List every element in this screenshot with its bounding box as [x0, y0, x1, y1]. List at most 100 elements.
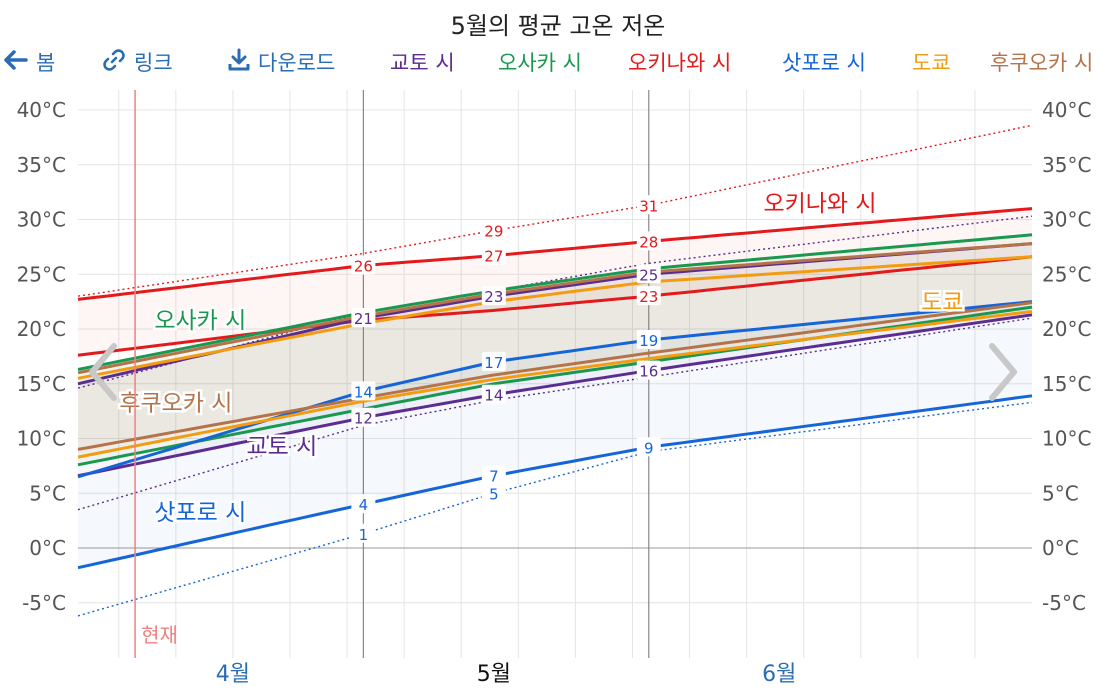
data-label: 26 [351, 255, 376, 275]
y-tick-label-left: -5°C [22, 591, 66, 615]
y-tick-label-right: 15°C [1042, 372, 1091, 396]
y-tick-label-left: 0°C [29, 536, 66, 560]
series-name-label: 삿포로 시 [154, 500, 246, 526]
data-label-bg [636, 286, 661, 306]
series-low-line [77, 310, 1033, 459]
y-tick-label-right: 25°C [1042, 262, 1091, 286]
legend-label-kyoto: 교토 시 [390, 51, 455, 75]
y-tick-label-left: 5°C [29, 481, 66, 505]
series-high-line [77, 242, 1033, 386]
x-month-label: 6월 [762, 662, 796, 687]
y-tick-label-left: 25°C [17, 262, 66, 286]
data-label-bg [351, 255, 376, 275]
data-label: 17 [481, 351, 506, 372]
data-label: 23 [481, 286, 506, 306]
data-label-bg [481, 483, 506, 503]
y-tick-label-right: 35°C [1042, 153, 1091, 177]
y-tick-label-right: 40°C [1042, 98, 1091, 122]
data-label: 25 [636, 264, 661, 284]
temperature-band [78, 243, 1032, 450]
data-label-text: 12 [354, 410, 373, 428]
x-month-label: 5월 [477, 662, 511, 687]
data-label-text: 25 [639, 266, 658, 284]
y-tick-label-left: 20°C [17, 317, 66, 341]
series-low-line [77, 255, 1033, 357]
series-high-line [77, 255, 1033, 380]
data-label-text: 23 [639, 288, 658, 306]
data-label: 9 [636, 437, 661, 457]
link-button[interactable]: 링크 [102, 46, 173, 78]
data-label-text: 5 [489, 485, 499, 503]
x-month-label: 4월 [216, 662, 250, 687]
y-tick-label-right: 5°C [1042, 481, 1079, 505]
data-label-text: 23 [484, 288, 503, 306]
data-label-bg [351, 407, 376, 427]
temperature-band [78, 208, 1032, 356]
data-label-text: 29 [484, 222, 503, 240]
prev-season-button[interactable]: 봄 [4, 46, 55, 78]
data-label: 23 [636, 286, 661, 306]
data-label-bg [636, 360, 661, 380]
series-name-label: 도쿄 [921, 290, 963, 316]
legend-kyoto[interactable]: 교토 시 [390, 46, 455, 78]
series-low-line [77, 301, 1033, 451]
series-low-line [77, 394, 1033, 570]
download-label: 다운로드 [258, 51, 336, 75]
data-label-bg [481, 465, 506, 485]
series-low-line [77, 313, 1033, 478]
prev-season-label: 봄 [36, 51, 56, 75]
series-name-label: 오사카 시 [154, 308, 246, 334]
legend-label-osaka: 오사카 시 [498, 51, 582, 75]
chart-prev-button[interactable] [84, 340, 124, 404]
data-label-text: 14 [484, 387, 503, 405]
record-line [77, 124, 1033, 297]
data-label: 1 [351, 523, 376, 544]
data-label-bg [481, 351, 506, 371]
data-label: 21 [351, 308, 376, 328]
legend-tokyo[interactable]: 도쿄 [912, 46, 951, 78]
chart-next-button[interactable] [982, 340, 1022, 404]
arrow-left-icon [4, 49, 28, 75]
data-label: 19 [636, 329, 661, 350]
data-label-bg [481, 384, 506, 404]
link-label: 링크 [134, 51, 173, 75]
data-label-bg [351, 494, 376, 514]
legend-okinawa[interactable]: 오키나와 시 [628, 46, 731, 78]
download-button[interactable]: 다운로드 [228, 46, 335, 78]
legend-fukuoka[interactable]: 후쿠오카 시 [990, 46, 1093, 78]
download-icon [228, 48, 250, 77]
legend-sapporo[interactable]: 삿포로 시 [782, 46, 866, 78]
data-label: 16 [636, 360, 661, 381]
chevron-right-icon [989, 343, 1017, 401]
chevron-left-icon [89, 343, 117, 401]
legend-osaka[interactable]: 오사카 시 [498, 46, 582, 78]
y-tick-label-left: 15°C [17, 372, 66, 396]
y-tick-label-right: 20°C [1042, 317, 1091, 341]
y-tick-label-left: 35°C [17, 153, 66, 177]
temperature-band [78, 256, 1032, 458]
toolbar: 봄 링크 다운로드 교토 시 오사카 시 오키나와 시 삿포로 시 도쿄 후쿠오… [0, 46, 1116, 80]
data-label: 31 [636, 195, 661, 215]
series-high-line [77, 207, 1033, 301]
y-tick-label-left: 10°C [17, 427, 66, 451]
y-tick-label-right: -5°C [1042, 591, 1086, 615]
data-label-text: 14 [354, 383, 373, 401]
data-label: 12 [351, 407, 376, 428]
data-label-bg [351, 308, 376, 328]
data-label: 5 [481, 483, 506, 503]
temperature-band [78, 301, 1032, 568]
data-label-bg [636, 195, 661, 215]
legend-label-fukuoka: 후쿠오카 시 [990, 51, 1094, 75]
data-label-bg [351, 523, 376, 543]
y-tick-label-right: 0°C [1042, 536, 1079, 560]
legend-label-tokyo: 도쿄 [912, 51, 951, 75]
series-low-line [77, 305, 1033, 467]
data-label-bg [636, 437, 661, 457]
y-tick-label-left: 30°C [17, 208, 66, 232]
data-label-text: 16 [639, 363, 658, 381]
data-label: 14 [351, 381, 376, 401]
record-line [77, 317, 1033, 511]
data-label-text: 9 [644, 439, 654, 457]
data-label-text: 26 [354, 257, 373, 275]
